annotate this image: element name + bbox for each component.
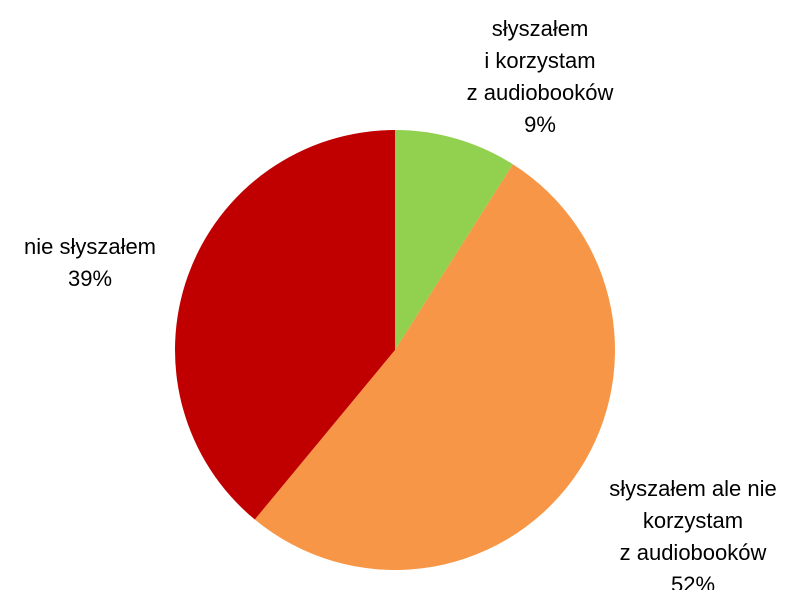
label-line: słyszałem bbox=[492, 16, 589, 41]
value-label: 39% bbox=[68, 266, 112, 291]
pie-slice bbox=[395, 130, 513, 350]
pie-slice bbox=[174, 129, 395, 520]
label-line: słyszałem ale nie bbox=[609, 476, 777, 501]
label-line: korzystam bbox=[643, 508, 743, 533]
label-line: z audiobooków bbox=[620, 540, 767, 565]
label-line: nie słyszałem bbox=[24, 234, 156, 259]
value-label: 52% bbox=[671, 572, 715, 590]
label-line: i korzystam bbox=[484, 48, 595, 73]
label-line: z audiobooków bbox=[467, 80, 614, 105]
slice-label: nie słyszałem 39% bbox=[24, 234, 156, 291]
slice-label: słyszałem i korzystam z audiobooków 9% bbox=[467, 16, 614, 137]
value-label: 9% bbox=[524, 112, 556, 137]
pie-slice bbox=[254, 164, 616, 571]
slice-label: słyszałem ale nie korzystam z audiobooków 5… bbox=[609, 476, 777, 590]
